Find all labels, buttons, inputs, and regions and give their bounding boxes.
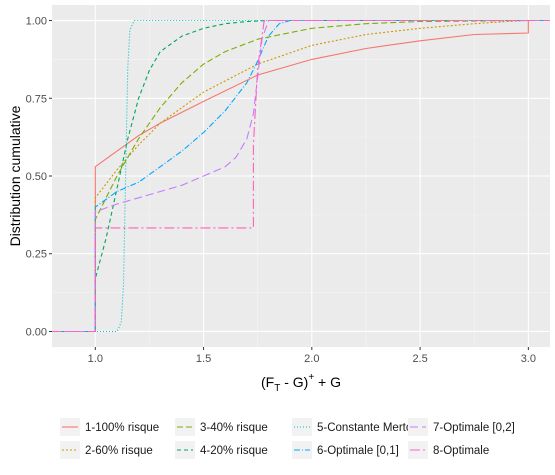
x-axis-title-mid: - G) <box>280 374 308 390</box>
legend-label: 2-60% risque <box>85 445 153 457</box>
x-tick-label: 3.0 <box>521 353 536 365</box>
plot-area <box>52 19 550 333</box>
x-axis-ticks: 1.0 1.5 2.0 2.5 3.0 <box>88 347 536 365</box>
series-line <box>52 19 550 333</box>
legend-label: 8-Optimale <box>433 445 489 457</box>
legend-label: 3-40% risque <box>200 422 268 434</box>
y-tick-label: 0.00 <box>26 326 47 338</box>
series-line <box>52 19 550 333</box>
series-line <box>52 19 550 333</box>
x-tick-label: 2.0 <box>304 353 319 365</box>
legend-label: 1-100% risque <box>85 422 159 434</box>
legend-key-box <box>175 418 195 436</box>
x-axis-title-main: (F <box>261 374 274 390</box>
x-tick-label: 1.0 <box>88 353 103 365</box>
legend-label: 5-Constante Merton <box>317 422 419 434</box>
legend: 1-100% risque 2-60% risque 3-40% risque 4-2… <box>60 418 515 459</box>
x-tick-label: 1.5 <box>196 353 211 365</box>
x-tick-label: 2.5 <box>412 353 427 365</box>
y-tick-label: 1.00 <box>26 16 47 28</box>
x-axis-title-end: + G <box>314 374 341 390</box>
legend-label: 4-20% risque <box>200 445 268 457</box>
series-line <box>52 19 550 333</box>
x-axis-title: (FT - G)+ + G <box>261 372 341 394</box>
series-line <box>52 19 550 333</box>
legend-label: 6-Optimale [0,1] <box>317 445 399 457</box>
x-axis-title-sup: + <box>308 372 314 383</box>
y-axis-title: Distribution cumulative <box>7 105 23 246</box>
y-tick-label: 0.75 <box>26 93 47 105</box>
series-line <box>52 19 550 333</box>
y-tick-label: 0.25 <box>26 249 47 261</box>
legend-label: 7-Optimale [0,2] <box>433 422 515 434</box>
y-tick-label: 0.50 <box>26 171 47 183</box>
y-axis-ticks: 0.00 0.25 0.50 0.75 1.00 <box>26 16 52 338</box>
series-line <box>52 19 550 333</box>
x-axis-title-sub: T <box>274 383 280 394</box>
legend-key-box <box>292 418 312 436</box>
